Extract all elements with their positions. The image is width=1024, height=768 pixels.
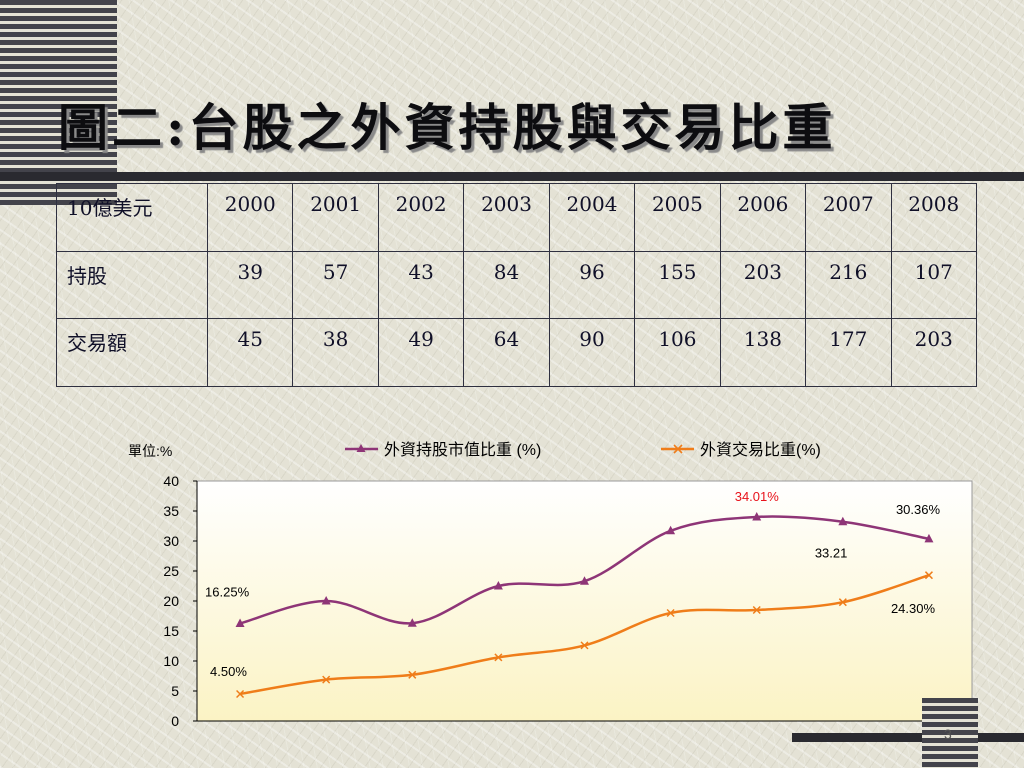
data-point-triangle [321,596,331,605]
table-year-cell: 2000 [206,183,294,252]
data-point-triangle [752,511,762,521]
data-label: 33.21 [815,546,848,561]
x-marker-icon [673,444,683,454]
data-point-triangle [580,576,589,585]
page-number: 3 [944,726,952,742]
data-point-x [752,605,761,615]
footer-divider-bar [792,733,1024,742]
data-label: 24.30% [891,601,936,616]
legend: 外資持股市值比重 (%) 外資交易比重(%) [345,441,821,459]
table-cell: 64 [463,318,550,387]
data-point-x [924,571,933,580]
triangle-marker-icon [356,444,366,452]
data-label: 34.01% [735,489,780,504]
decorative-stripes-bottom-right [922,698,978,768]
table-cell: 216 [805,250,892,320]
data-point-x [236,689,245,699]
y-tick-label: 35 [163,503,179,519]
data-point-x [838,598,847,607]
table-row-trading: 交易額 45 38 49 64 90 106 138 177 203 [56,318,977,387]
table-year-cell: 2007 [805,183,892,252]
table-cell: 107 [890,250,977,320]
y-tick-label: 10 [163,653,179,669]
data-label: 30.36% [896,502,941,517]
data-point-x [666,608,675,618]
table-year-cell: 2003 [463,183,550,252]
data-point-triangle [924,533,934,543]
y-tick-label: 30 [163,533,179,549]
data-point-triangle [666,525,676,535]
y-tick-label: 40 [163,473,179,489]
table-corner-label: 10億美元 [56,183,208,252]
table-cell: 155 [634,250,721,320]
legend-label-holdings: 外資持股市值比重 (%) [384,441,541,459]
table-header-row: 10億美元 2000 2001 2002 2003 2004 2005 2006… [56,183,977,252]
legend-item-trading: 外資交易比重(%) [661,441,821,459]
table-year-cell: 2008 [890,183,977,252]
data-point-x [408,670,417,679]
table-cell: 203 [890,318,977,387]
data-point-x [494,653,503,662]
y-tick-label: 25 [163,563,179,579]
table-cell: 43 [377,250,465,320]
y-tick-label: 5 [171,683,179,699]
data-label: 16.25% [205,585,250,600]
table-cell: 203 [719,250,807,320]
table-row-label: 持股 [56,250,208,320]
data-point-x [580,641,589,650]
table-row-label: 交易額 [56,318,208,387]
table-cell: 38 [292,318,379,387]
table-year-cell: 2005 [634,183,721,252]
table-cell: 45 [206,318,294,387]
data-point-triangle [407,618,417,627]
unit-label: 單位:% [128,443,172,459]
data-point-triangle [838,516,848,526]
y-tick-label: 15 [163,623,179,639]
table-year-cell: 2004 [548,183,636,252]
table-cell: 96 [548,250,636,320]
table-cell: 138 [719,318,807,387]
table-cell: 177 [805,318,892,387]
data-point-x [322,675,331,684]
title-divider-bar [0,172,1024,181]
y-tick-label: 20 [163,593,179,609]
table-year-cell: 2001 [292,183,379,252]
table-year-cell: 2006 [719,183,807,252]
table-cell: 84 [463,250,550,320]
legend-item-holdings: 外資持股市值比重 (%) [345,441,541,459]
table-cell: 106 [634,318,721,387]
legend-label-trading: 外資交易比重(%) [700,441,821,459]
data-label: 4.50% [210,664,247,679]
table-row-holdings: 持股 39 57 43 84 96 155 203 216 107 [56,250,977,320]
slide-title: 圖二:台股之外資持股與交易比重 [58,98,837,157]
data-point-triangle [235,618,245,627]
y-tick-label: 0 [171,713,179,729]
decorative-stripes-top-left [0,0,117,205]
table-cell: 90 [548,318,636,387]
data-point-triangle [493,581,503,590]
data-table: 10億美元 2000 2001 2002 2003 2004 2005 2006… [56,183,977,387]
